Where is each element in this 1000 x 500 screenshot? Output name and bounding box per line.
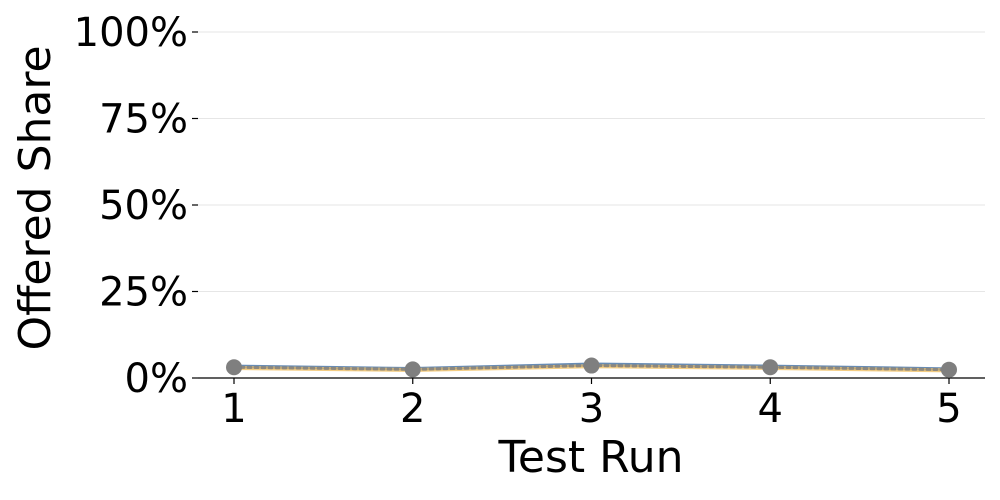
axes	[192, 31, 985, 384]
x-tick-label: 5	[936, 386, 961, 432]
y-tick-label: 50%	[99, 183, 188, 229]
y-tick-label: 25%	[99, 270, 188, 316]
data-point	[404, 361, 421, 378]
x-axis-title: Test Run	[497, 432, 683, 483]
tick-labels: 0% 25% 50% 75% 100% 1 2 3 4 5	[74, 10, 962, 432]
y-tick-label: 75%	[99, 97, 188, 143]
y-tick-label: 100%	[74, 10, 188, 56]
data-point	[762, 359, 779, 376]
series-markers	[226, 357, 957, 378]
data-point	[941, 361, 957, 378]
x-tick-label: 4	[758, 386, 783, 432]
data-point	[226, 359, 242, 376]
x-tick-label: 2	[400, 386, 425, 432]
x-tick-label: 1	[221, 386, 246, 432]
y-tick-label: 0%	[125, 356, 188, 402]
data-point	[583, 357, 600, 374]
grid-lines	[198, 31, 985, 292]
y-axis-title: Offered Share	[10, 45, 61, 350]
x-tick-label: 3	[579, 386, 604, 432]
